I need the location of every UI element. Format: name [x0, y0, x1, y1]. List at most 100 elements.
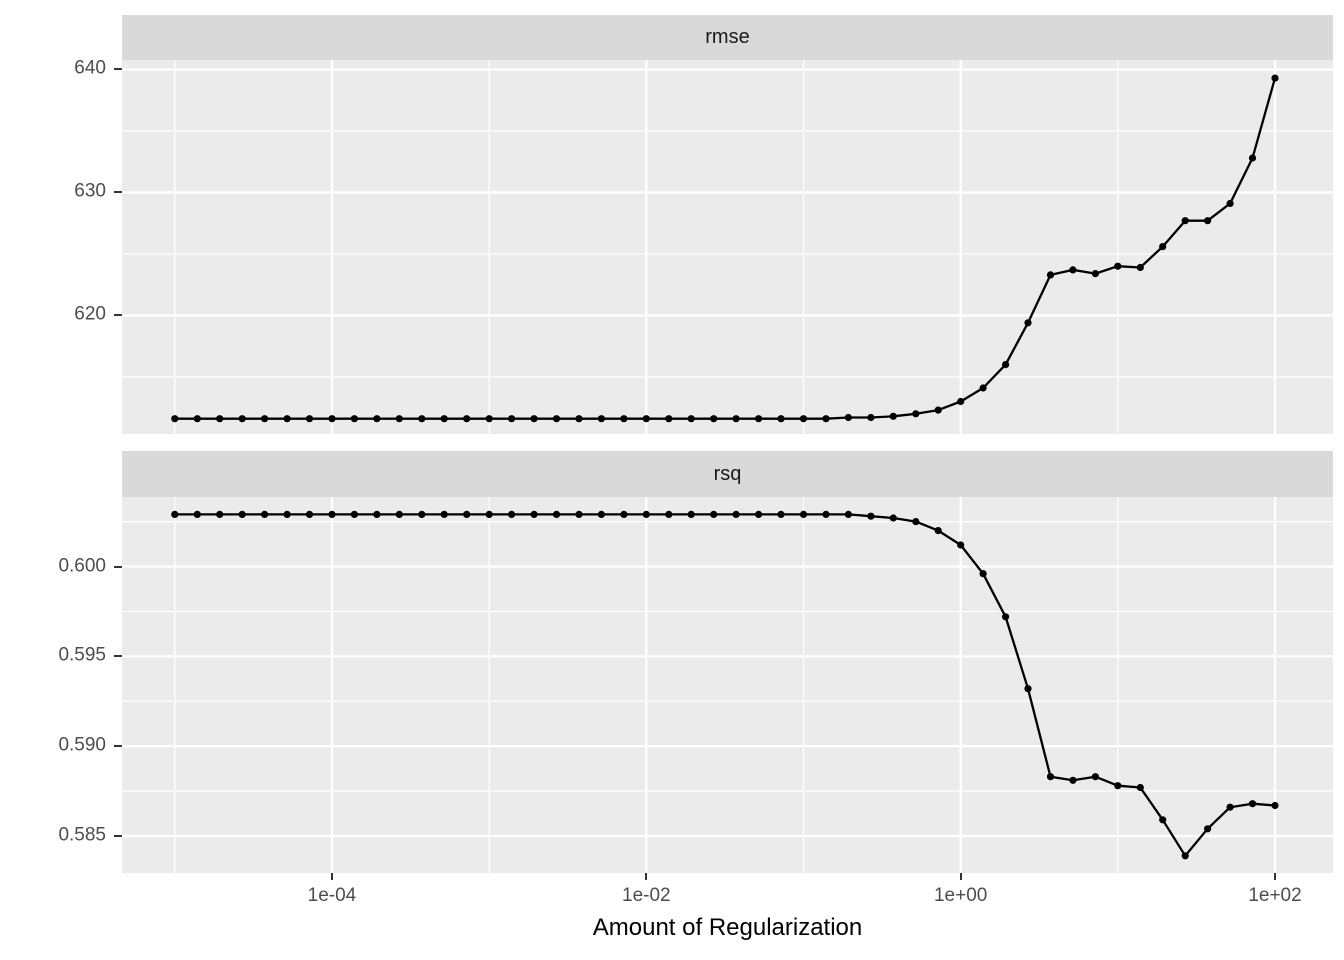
- data-point: [822, 415, 830, 423]
- data-point: [171, 510, 179, 518]
- data-point: [1046, 271, 1055, 279]
- data-point: [799, 415, 808, 423]
- data-point: [1248, 154, 1257, 162]
- data-point: [238, 415, 246, 423]
- x-tick-label: 1e+00: [933, 885, 988, 906]
- data-point: [575, 415, 583, 423]
- data-point: [395, 510, 403, 518]
- data-point: [171, 415, 179, 423]
- data-point: [238, 510, 246, 518]
- data-point: [508, 415, 516, 423]
- data-point: [710, 415, 718, 423]
- data-point: [642, 415, 650, 423]
- data-point: [934, 406, 942, 414]
- data-point: [642, 510, 650, 518]
- facet-strip-rsq: rsq: [122, 451, 1333, 497]
- data-point: [485, 510, 493, 518]
- data-point: [755, 415, 763, 423]
- data-point: [1091, 270, 1099, 278]
- y-tick-mark: [114, 565, 122, 568]
- data-point: [530, 510, 538, 518]
- data-point: [957, 541, 965, 549]
- data-point: [261, 415, 269, 423]
- data-point: [710, 510, 718, 518]
- data-point: [665, 510, 673, 518]
- x-tick-mark: [330, 873, 333, 880]
- data-point: [283, 510, 291, 518]
- data-point: [979, 570, 987, 578]
- facet-strip-rmse-label: rmse: [705, 26, 750, 48]
- y-tick-label: 0.590: [58, 734, 106, 756]
- data-point: [844, 510, 853, 518]
- data-point: [328, 510, 336, 518]
- data-point: [1204, 217, 1212, 225]
- data-point: [867, 512, 875, 520]
- data-point: [1114, 262, 1122, 270]
- rmse-plot-area: [122, 60, 1333, 434]
- data-point: [552, 510, 561, 518]
- data-point: [440, 510, 448, 518]
- data-point: [844, 413, 853, 422]
- data-point: [912, 410, 920, 418]
- data-point: [261, 510, 269, 518]
- data-point: [305, 510, 314, 518]
- data-point: [1069, 266, 1077, 274]
- data-point: [508, 510, 516, 518]
- x-tick-label: 1e-02: [622, 885, 671, 906]
- data-point: [575, 510, 583, 518]
- data-point: [193, 510, 201, 518]
- data-point: [1091, 773, 1099, 781]
- data-point: [193, 415, 201, 423]
- data-point: [463, 415, 471, 423]
- data-point: [418, 415, 426, 423]
- x-tick-label: 1e+02: [1248, 885, 1302, 906]
- y-tick-mark: [114, 655, 122, 658]
- data-point: [1114, 782, 1122, 790]
- data-point: [889, 514, 897, 522]
- data-point: [1248, 800, 1257, 808]
- data-point: [665, 415, 673, 423]
- facet-strip-rmse: rmse: [122, 15, 1333, 60]
- facet-strip-rsq-label: rsq: [713, 462, 742, 485]
- x-tick-label: 1e-04: [307, 885, 357, 906]
- data-point: [1046, 773, 1055, 781]
- series-line-rmse: [173, 76, 1277, 420]
- data-point: [777, 415, 785, 423]
- data-point: [687, 415, 695, 423]
- data-point: [597, 510, 605, 518]
- data-point: [418, 510, 426, 518]
- data-point: [934, 527, 942, 535]
- data-point: [979, 384, 987, 392]
- data-point: [620, 510, 628, 518]
- data-point: [1024, 685, 1032, 693]
- series-line-rsq: [173, 513, 1277, 857]
- data-point: [1226, 199, 1234, 208]
- panel-rsq: [122, 497, 1333, 873]
- rsq-plot-area: [122, 497, 1333, 873]
- data-point: [620, 415, 628, 423]
- data-point: [216, 510, 224, 518]
- data-point: [755, 510, 763, 518]
- y-tick-mark: [114, 191, 122, 194]
- data-point: [1159, 816, 1167, 824]
- y-tick-mark: [114, 834, 122, 837]
- y-tick-mark: [114, 68, 122, 71]
- data-point: [373, 510, 381, 518]
- data-point: [1181, 217, 1189, 225]
- data-point: [440, 415, 448, 423]
- data-point: [1271, 801, 1279, 810]
- data-point: [1181, 852, 1189, 860]
- data-point: [1136, 783, 1144, 792]
- y-tick-label: 0.585: [58, 824, 106, 846]
- data-point: [1226, 803, 1234, 811]
- data-point: [912, 518, 920, 526]
- y-tick-label: 0.600: [58, 555, 106, 577]
- data-point: [1002, 361, 1010, 369]
- x-tick-mark: [1274, 873, 1276, 880]
- data-point: [1069, 776, 1077, 784]
- data-point: [1136, 263, 1144, 272]
- x-axis-title: Amount of Regularization: [592, 914, 863, 941]
- y-tick-mark: [114, 745, 122, 748]
- y-tick-mark: [114, 314, 122, 317]
- data-point: [799, 510, 808, 518]
